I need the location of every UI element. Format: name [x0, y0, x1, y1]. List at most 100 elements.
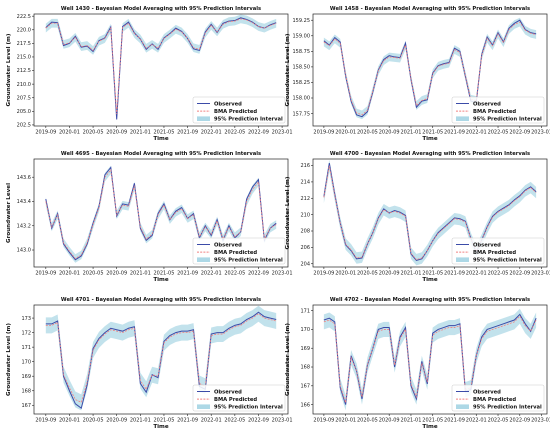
x-tick-label: 2020-05 [83, 418, 104, 424]
y-axis-label: Groundwater Level (m) [285, 323, 291, 396]
legend-box [451, 237, 545, 265]
legend-swatch [456, 404, 469, 409]
x-tick-label: 2020-09 [106, 418, 127, 424]
x-tick-label: 2022-09 [248, 418, 269, 424]
x-tick-label: 2020-09 [379, 418, 400, 424]
y-tick-label: 168 [300, 365, 310, 371]
legend-prediction-interval: 95% Prediction Interval [214, 405, 283, 411]
legend-bma-predicted: BMA Predicted [473, 109, 516, 115]
y-tick-label: 205.0 [17, 109, 31, 115]
x-tick-label: 2020-05 [357, 271, 378, 277]
y-tick-label: 208 [300, 229, 310, 235]
legend-bma-predicted: BMA Predicted [214, 250, 257, 256]
y-tick-label: 166 [300, 402, 310, 408]
y-tick-label: 207.5 [17, 95, 31, 101]
x-tick-label: 2021-01 [130, 418, 151, 424]
bma-predicted-line [323, 21, 537, 116]
chart-title: Well 4700 - Bayesian Model Averaging wit… [330, 151, 530, 157]
y-tick-label: 172 [21, 330, 31, 336]
x-tick-label: 2021-05 [154, 130, 175, 136]
legend-prediction-interval: 95% Prediction Interval [214, 258, 283, 264]
y-tick-label: 159.25 [293, 18, 311, 24]
legend-swatch [456, 257, 469, 262]
x-tick-label: 2022-09 [248, 271, 269, 277]
plot-frame [312, 13, 548, 127]
legend-box [192, 384, 286, 412]
y-tick-label: 206 [300, 245, 310, 251]
x-tick-label: 2020-05 [83, 271, 104, 277]
legend-box [192, 237, 286, 265]
legend-bma-predicted: BMA Predicted [473, 397, 516, 403]
legend-observed: Observed [473, 389, 501, 395]
prediction-interval-band [323, 17, 537, 120]
bma-predicted-line [45, 313, 277, 403]
y-tick-label: 170 [300, 327, 310, 333]
chart-title: Well 4695 - Bayesian Model Averaging wit… [61, 151, 261, 157]
x-tick-label: 2023-01 [531, 130, 550, 136]
x-tick-label: 2021-01 [401, 130, 422, 136]
y-tick-label: 169 [300, 346, 310, 352]
y-tick-label: 169 [21, 374, 31, 380]
x-tick-label: 2021-05 [422, 418, 443, 424]
x-tick-label: 2019-09 [313, 130, 334, 136]
y-axis-label: Groundwater Level (m) [6, 323, 12, 396]
y-tick-label: 143.4 [17, 199, 31, 205]
x-tick-label: 2021-01 [401, 418, 422, 424]
legend-observed: Observed [214, 101, 242, 107]
y-tick-label: 159.00 [293, 33, 311, 39]
y-tick-label: 168 [21, 388, 31, 394]
x-tick-label: 2020-05 [357, 418, 378, 424]
y-axis-label: Groundwater Level (m) [6, 33, 12, 106]
legend-box [192, 96, 286, 124]
chart-panel-0: Well 1430 - Bayesian Model Averaging wit… [6, 6, 293, 142]
x-tick-label: 2020-01 [335, 271, 356, 277]
x-tick-label: 2021-01 [401, 271, 422, 277]
x-tick-label: 2021-05 [422, 271, 443, 277]
bma-predicted-line [323, 165, 537, 261]
x-tick-label: 2022-05 [488, 271, 509, 277]
y-tick-label: 143.6 [17, 175, 31, 181]
x-tick-label: 2021-01 [130, 130, 151, 136]
plot-frame [312, 304, 548, 415]
legend-swatch [456, 116, 469, 121]
legend-prediction-interval: 95% Prediction Interval [473, 117, 542, 123]
x-tick-label: 2020-05 [83, 130, 104, 136]
y-tick-label: 167 [300, 384, 310, 390]
x-axis-label: Time [153, 424, 169, 430]
y-tick-label: 158.50 [293, 65, 311, 71]
chart-title: Well 1430 - Bayesian Model Averaging wit… [61, 6, 261, 12]
y-tick-label: 173 [21, 316, 31, 322]
x-tick-label: 2022-05 [224, 418, 245, 424]
x-tick-label: 2020-01 [335, 130, 356, 136]
bma-predicted-line [323, 315, 537, 403]
x-tick-label: 2020-05 [357, 130, 378, 136]
x-tick-label: 2019-09 [35, 130, 56, 136]
observed-line [45, 311, 277, 410]
x-tick-label: 2022-09 [509, 271, 530, 277]
y-tick-label: 212 [300, 196, 310, 202]
y-tick-label: 158.75 [293, 49, 311, 55]
x-tick-label: 2021-05 [422, 130, 443, 136]
y-tick-label: 158.25 [293, 80, 311, 86]
x-tick-label: 2021-09 [177, 418, 198, 424]
x-axis-label: Time [153, 277, 169, 283]
bma-predicted-line [45, 168, 277, 260]
x-tick-label: 2020-01 [59, 418, 80, 424]
y-tick-label: 214 [300, 180, 310, 186]
y-axis-label: Groundwater Level (m) [285, 33, 291, 106]
x-tick-label: 2019-09 [35, 418, 56, 424]
y-tick-label: 158.00 [293, 96, 311, 102]
x-tick-label: 2019-09 [35, 271, 56, 277]
legend-bma-predicted: BMA Predicted [473, 250, 516, 256]
x-tick-label: 2022-01 [201, 418, 222, 424]
x-axis-label: Time [422, 277, 438, 283]
y-tick-label: 215.0 [17, 55, 31, 61]
legend-prediction-interval: 95% Prediction Interval [214, 117, 283, 123]
prediction-interval-band [45, 165, 277, 263]
chart-title: Well 1458 - Bayesian Model Averaging wit… [330, 6, 530, 12]
x-tick-label: 2022-09 [509, 418, 530, 424]
chart-panel-2: Well 4695 - Bayesian Model Averaging wit… [6, 151, 293, 283]
x-tick-label: 2020-01 [335, 418, 356, 424]
x-tick-label: 2022-01 [466, 418, 487, 424]
plot-frame [33, 304, 289, 415]
